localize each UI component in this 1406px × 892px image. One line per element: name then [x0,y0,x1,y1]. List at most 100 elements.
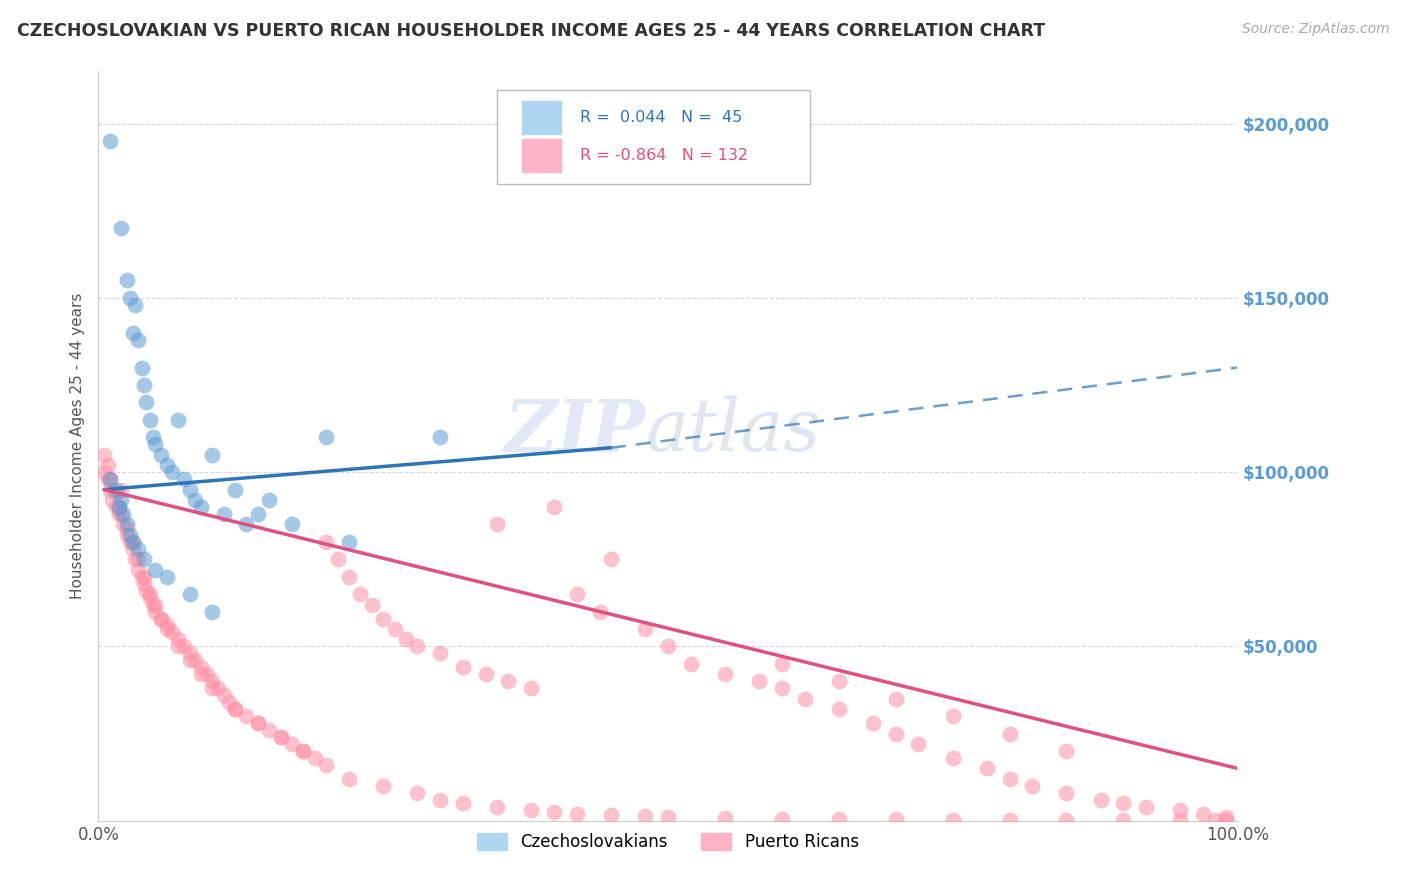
Point [634,622,657,636]
Point [565,587,588,601]
FancyBboxPatch shape [498,90,810,184]
Point [145,598,167,612]
Point [224,483,246,497]
Point [976,761,998,775]
Point [337,772,360,786]
Point [201,605,224,619]
Point [600,808,623,822]
Text: ZIP: ZIP [505,395,645,467]
Point [190,500,212,514]
Point [104,483,127,497]
Point [201,674,224,689]
Point [770,812,793,826]
Point [167,640,190,654]
Point [98,134,121,148]
Point [395,632,418,647]
Point [201,448,224,462]
Point [121,534,143,549]
Point [98,483,121,497]
Point [498,674,520,689]
Point [101,493,124,508]
Point [179,653,201,667]
Point [173,640,195,654]
Point [748,674,770,689]
Point [451,660,474,674]
Point [828,674,851,689]
Point [1054,813,1078,827]
Point [162,465,184,479]
Point [115,528,138,542]
Point [110,493,132,508]
Point [1054,786,1078,800]
Point [110,221,132,235]
Point [543,805,565,819]
Point [145,563,167,577]
Point [190,667,212,681]
Point [998,726,1021,740]
Point [195,667,218,681]
Point [127,541,149,556]
Point [142,430,165,444]
Text: R =  0.044   N =  45: R = 0.044 N = 45 [581,111,742,125]
Point [907,737,929,751]
Point [132,576,155,591]
Point [150,611,173,625]
Point [131,360,153,375]
Point [474,667,496,681]
Text: atlas: atlas [645,396,821,467]
Point [246,507,269,521]
Legend: Czechoslovakians, Puerto Ricans: Czechoslovakians, Puerto Ricans [464,820,872,864]
Point [167,413,190,427]
Point [281,737,304,751]
Point [93,465,115,479]
Point [1090,793,1112,807]
Point [98,472,121,486]
Point [96,458,118,472]
Point [112,517,135,532]
Point [770,681,793,696]
Point [1135,799,1157,814]
Point [218,695,240,709]
Point [212,688,235,702]
Point [315,757,337,772]
Point [96,472,118,486]
Point [138,587,160,601]
Point [142,598,165,612]
Point [145,437,167,451]
Point [224,702,246,716]
Point [884,812,907,826]
Point [120,528,142,542]
FancyBboxPatch shape [522,139,561,172]
Point [156,570,179,584]
Point [1192,806,1215,821]
Point [121,534,143,549]
Point [360,598,382,612]
Point [132,378,155,392]
Point [349,587,371,601]
Text: Source: ZipAtlas.com: Source: ZipAtlas.com [1241,22,1389,37]
Point [315,534,337,549]
Point [135,583,157,598]
Point [115,273,138,287]
Point [179,587,201,601]
Point [246,716,269,731]
Point [1170,803,1192,817]
Point [942,813,965,827]
Point [1215,810,1237,824]
Point [793,691,815,706]
Point [486,517,509,532]
Point [150,611,173,625]
Point [884,691,907,706]
Point [292,744,315,758]
Point [132,570,155,584]
Point [138,591,160,605]
Point [179,483,201,497]
Point [98,472,121,486]
Point [862,716,884,731]
Point [201,681,224,696]
Point [93,448,115,462]
Point [190,660,212,674]
FancyBboxPatch shape [522,102,561,135]
Point [246,716,269,731]
Point [110,483,132,497]
